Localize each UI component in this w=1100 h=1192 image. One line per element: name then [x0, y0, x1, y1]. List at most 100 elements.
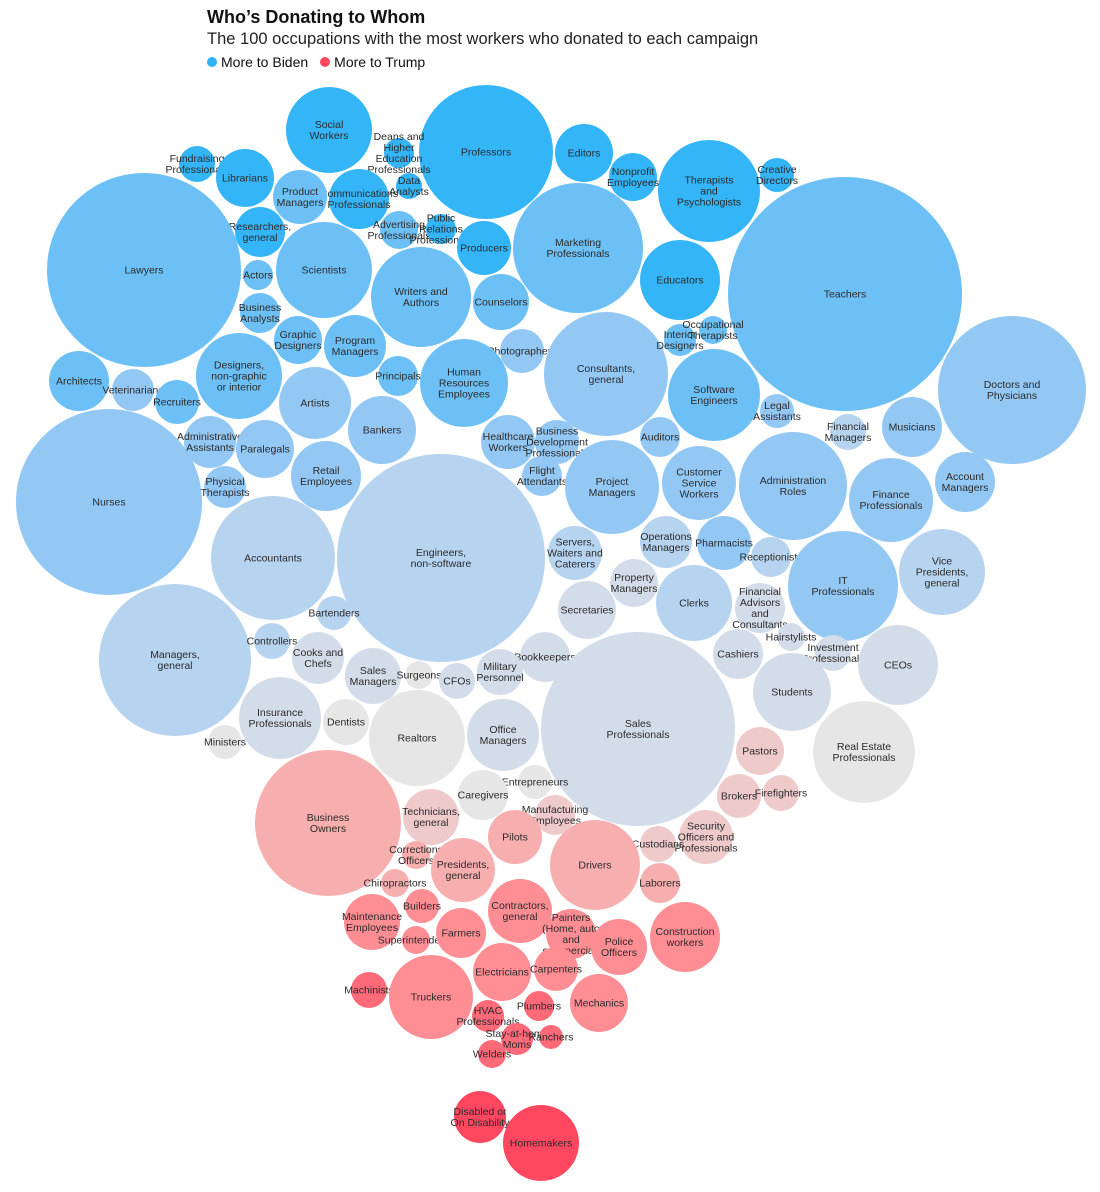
- bubble-label-property-managers: Property Managers: [611, 572, 658, 595]
- bubble-circle-builders: [405, 889, 439, 923]
- bubble-ministers: Ministers: [204, 725, 246, 759]
- bubble-label-builders: Builders: [403, 901, 441, 913]
- bubble-circle-ceos: [858, 625, 938, 705]
- bubble-circle-social-workers: [286, 87, 372, 173]
- bubble-librarians: Librarians: [216, 149, 274, 207]
- bubble-circle-controllers: [254, 623, 290, 659]
- bubble-circle-farmers: [436, 908, 486, 958]
- bubble-circle-painters-home-auto-and-commercial: [546, 909, 596, 959]
- bubble-carpenters: Carpenters: [530, 947, 582, 991]
- bubble-account-managers: Account Managers: [935, 452, 995, 512]
- bubble-label-musicians: Musicians: [889, 422, 936, 434]
- bubble-circle-entrepreneurs: [518, 765, 552, 799]
- bubble-circle-presidents-general: [431, 838, 495, 902]
- bubble-circle-pharmacists: [697, 516, 751, 570]
- bubbles-layer: Social Workers Professors Editors Nonprofit E…: [16, 85, 1086, 1181]
- bubble-circle-disabled-or-on-disability: [454, 1091, 506, 1143]
- bubble-auditors: Auditors: [640, 417, 680, 457]
- bubble-security-officers-and-professionals: Security Officers and Professionals: [674, 810, 738, 864]
- bubble-label-investment-professionals: Investment Professionals: [801, 642, 864, 665]
- bubble-label-veterinarians: Veterinarians: [102, 385, 163, 397]
- bubble-label-it-professionals: IT Professionals: [811, 575, 874, 598]
- bubble-circle-construction-workers: [650, 902, 720, 972]
- bubble-circle-designers-non-graphic-or-interior: [196, 333, 282, 419]
- bubble-label-therapists-and-psychologists: Therapists and Psychologists: [677, 175, 741, 209]
- bubble-circle-hairstylists: [777, 623, 805, 651]
- bubble-circle-architects: [49, 351, 109, 411]
- bubble-label-account-managers: Account Managers: [942, 471, 989, 494]
- bubble-nurses: Nurses: [16, 409, 202, 595]
- bubble-label-educators: Educators: [656, 275, 703, 287]
- bubble-label-bankers: Bankers: [363, 425, 402, 437]
- bubble-graphic-designers: Graphic Designers: [274, 316, 322, 364]
- bubble-circle-educators: [640, 240, 720, 320]
- bubble-label-brokers: Brokers: [721, 791, 757, 803]
- bubble-label-administration-roles: Administration Roles: [760, 475, 827, 498]
- bubble-circle-bookkeepers: [520, 632, 570, 682]
- bubble-circle-project-managers: [565, 440, 659, 534]
- bubble-circle-photographers: [500, 329, 544, 373]
- bubble-label-hairstylists: Hairstylists: [766, 632, 817, 644]
- bubble-label-pastors: Pastors: [742, 746, 778, 758]
- bubble-label-cfos: CFOs: [443, 676, 470, 688]
- bubble-circle-business-development-professionals: [535, 420, 579, 464]
- bubble-software-engineers: Software Engineers: [668, 349, 760, 441]
- bubble-label-drivers: Drivers: [578, 860, 611, 872]
- bubble-circle-graphic-designers: [274, 316, 322, 364]
- bubble-label-teachers: Teachers: [824, 289, 867, 301]
- bubble-label-firefighters: Firefighters: [755, 788, 808, 800]
- bubble-label-secretaries: Secretaries: [560, 605, 613, 617]
- bubble-label-bookkeepers: Bookkeepers: [514, 652, 575, 664]
- bubble-label-actors: Actors: [243, 270, 273, 282]
- bubble-circle-creative-directors: [760, 158, 794, 192]
- bubble-circle-fundraising-professionals: [179, 146, 215, 182]
- bubble-label-paralegals: Paralegals: [240, 444, 290, 456]
- bubble-circle-dentists: [323, 699, 369, 745]
- bubble-corrections-officers: Corrections Officers: [389, 841, 443, 869]
- bubble-label-designers-non-graphic-or-interior: Designers, non-graphic or interior: [211, 360, 266, 394]
- bubble-label-stay-at-home-moms: Stay-at-home Moms: [485, 1028, 548, 1051]
- bubble-legal-assistants: Legal Assistants: [753, 394, 801, 428]
- bubble-circle-stay-at-home-moms: [501, 1023, 533, 1055]
- bubble-circle-drivers: [550, 820, 640, 910]
- bubble-circle-vice-presidents-general: [899, 529, 985, 615]
- bubble-musicians: Musicians: [882, 397, 942, 457]
- bubble-circle-administration-roles: [739, 432, 847, 540]
- bubble-occupational-therapists: Occupational Therapists: [682, 316, 744, 344]
- bubble-circle-scientists: [276, 222, 372, 318]
- bubble-label-librarians: Librarians: [222, 173, 268, 185]
- bubble-producers: Producers: [457, 221, 511, 275]
- bubble-entrepreneurs: Entrepreneurs: [502, 765, 568, 799]
- bubble-circle-physical-therapists: [204, 466, 246, 508]
- bubble-homemakers: Homemakers: [503, 1105, 579, 1181]
- bubble-photographers: Photographers: [488, 329, 556, 373]
- bubble-electricians: Electricians: [473, 943, 531, 1001]
- bubble-data-analysts: Data Analysts: [389, 173, 429, 199]
- bubble-circle-interior-designers: [664, 324, 696, 356]
- bubble-laborers: Laborers: [639, 863, 681, 903]
- bubble-counselors: Counselors: [473, 274, 529, 330]
- bubble-label-researchers-general: Researchers, general: [229, 221, 291, 244]
- bubble-circle-managers-general: [99, 584, 251, 736]
- bubble-machinists: Machinists: [344, 972, 394, 1008]
- bubble-office-managers: Office Managers: [467, 699, 539, 771]
- bubble-label-corrections-officers: Corrections Officers: [389, 844, 443, 867]
- bubble-creative-directors: Creative Directors: [756, 158, 798, 192]
- bubble-circle-superintendents: [402, 926, 430, 954]
- bubble-label-scientists: Scientists: [302, 265, 347, 277]
- bubble-mechanics: Mechanics: [570, 974, 628, 1032]
- bubble-students: Students: [753, 653, 831, 731]
- bubble-circle-administrative-assistants: [184, 416, 236, 468]
- bubble-label-welders: Welders: [473, 1049, 511, 1061]
- bubble-circle-insurance-professionals: [239, 677, 321, 759]
- bubble-label-machinists: Machinists: [344, 985, 394, 997]
- bubble-label-plumbers: Plumbers: [517, 1001, 561, 1013]
- bubble-secretaries: Secretaries: [558, 581, 616, 639]
- bubble-circle-contractors-general: [488, 879, 552, 943]
- bubble-interior-designers: Interior Designers: [656, 324, 704, 356]
- bubble-label-healthcare-workers: Healthcare Workers: [483, 431, 534, 454]
- bubble-label-finance-professionals: Finance Professionals: [859, 489, 922, 512]
- bubble-label-customer-service-workers: Customer Service Workers: [676, 467, 722, 501]
- bubble-circle-truckers: [389, 955, 473, 1039]
- bubble-label-controllers: Controllers: [247, 636, 298, 648]
